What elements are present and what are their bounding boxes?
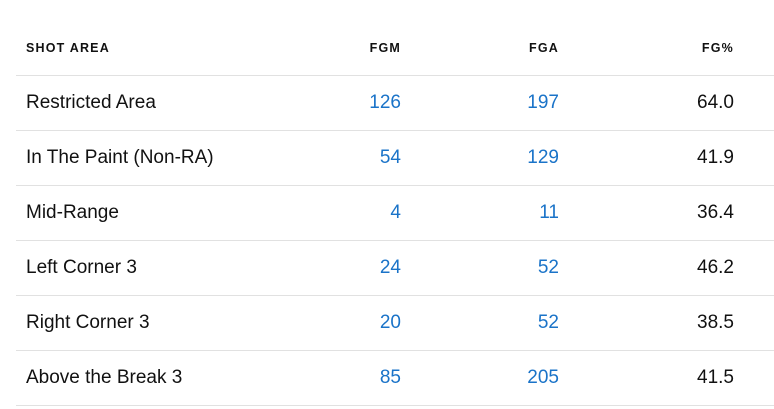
header-row: SHOT AREA FGM FGA FG% [16,20,774,76]
fg-pct-cell: 36.4 [559,185,734,241]
shot-area-label: Above the Break 3 [26,367,183,388]
row-spacer [734,185,774,241]
shot-area-cell: Above the Break 3 [16,350,288,406]
fgm-cell: 54 [288,130,401,186]
fgm-link[interactable]: 126 [369,92,401,113]
fg-pct-value: 64.0 [697,92,734,113]
row-spacer [734,75,774,131]
fga-link[interactable]: 205 [527,367,559,388]
table-row: Right Corner 3 20 52 38.5 [16,295,774,351]
shot-area-label: Left Corner 3 [26,257,137,278]
fg-pct-value: 36.4 [697,202,734,223]
shot-area-cell: Restricted Area [16,75,288,131]
shot-area-label: Restricted Area [26,92,156,113]
shot-area-cell: Left Corner 3 [16,240,288,296]
fgm-link[interactable]: 20 [379,312,401,333]
header-fg-pct[interactable]: FG% [559,20,734,76]
row-spacer [734,295,774,351]
fga-cell: 11 [401,185,559,241]
fgm-link[interactable]: 54 [379,147,401,168]
fgm-cell: 126 [288,75,401,131]
shot-area-label: Mid-Range [26,202,119,223]
fg-pct-value: 38.5 [697,312,734,333]
fga-link[interactable]: 197 [527,92,559,113]
header-spacer [734,20,774,76]
fga-link[interactable]: 11 [539,202,559,223]
shot-area-label: Right Corner 3 [26,312,150,333]
fgm-cell: 4 [288,185,401,241]
fg-pct-value: 46.2 [697,257,734,278]
fga-cell: 52 [401,295,559,351]
fg-pct-cell: 64.0 [559,75,734,131]
shot-area-stats-table: SHOT AREA FGM FGA FG% Restricted Area 12… [16,20,774,406]
fg-pct-value: 41.5 [697,367,734,388]
fga-link[interactable]: 52 [537,312,559,333]
fgm-link[interactable]: 4 [390,202,401,223]
fga-cell: 205 [401,350,559,406]
fg-pct-cell: 41.9 [559,130,734,186]
row-spacer [734,130,774,186]
fg-pct-cell: 38.5 [559,295,734,351]
fgm-cell: 85 [288,350,401,406]
fga-cell: 129 [401,130,559,186]
fgm-link[interactable]: 24 [379,257,401,278]
fga-cell: 52 [401,240,559,296]
fgm-cell: 20 [288,295,401,351]
fga-link[interactable]: 52 [537,257,559,278]
shot-area-label: In The Paint (Non-RA) [26,147,214,168]
header-fga[interactable]: FGA [401,20,559,76]
header-shot-area[interactable]: SHOT AREA [16,20,288,76]
row-spacer [734,240,774,296]
table-row: Mid-Range 4 11 36.4 [16,185,774,241]
table-row: Left Corner 3 24 52 46.2 [16,240,774,296]
fga-cell: 197 [401,75,559,131]
fgm-cell: 24 [288,240,401,296]
row-spacer [734,350,774,406]
fg-pct-value: 41.9 [697,147,734,168]
table-header: SHOT AREA FGM FGA FG% [16,20,774,76]
table-body: Restricted Area 126 197 64.0 In The Pain… [16,75,774,406]
fg-pct-cell: 46.2 [559,240,734,296]
shot-area-cell: In The Paint (Non-RA) [16,130,288,186]
header-fgm[interactable]: FGM [288,20,401,76]
fg-pct-cell: 41.5 [559,350,734,406]
table-row: Restricted Area 126 197 64.0 [16,75,774,131]
table-row: In The Paint (Non-RA) 54 129 41.9 [16,130,774,186]
shot-area-cell: Mid-Range [16,185,288,241]
fgm-link[interactable]: 85 [379,367,401,388]
shot-area-cell: Right Corner 3 [16,295,288,351]
fga-link[interactable]: 129 [527,147,559,168]
table-row: Above the Break 3 85 205 41.5 [16,350,774,406]
